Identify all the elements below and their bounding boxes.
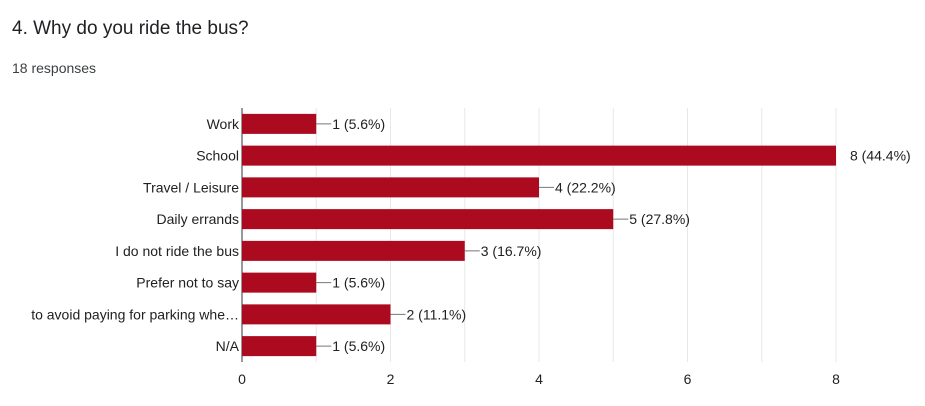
x-tick-label: 4 — [535, 371, 543, 387]
bar — [242, 113, 317, 134]
response-count: 18 responses — [12, 60, 97, 76]
category-label: Prefer not to say — [136, 275, 239, 291]
data-label: 5 (27.8%) — [629, 211, 690, 227]
bar — [242, 177, 539, 198]
data-label: 1 (5.6%) — [332, 338, 385, 354]
category-label: I do not ride the bus — [115, 243, 239, 259]
data-label: 3 (16.7%) — [481, 243, 542, 259]
category-label: N/A — [216, 338, 240, 354]
bar — [242, 336, 317, 357]
bar — [242, 272, 317, 293]
x-tick-label: 2 — [387, 371, 395, 387]
bar — [242, 304, 391, 325]
x-tick-label: 8 — [832, 371, 840, 387]
data-label: 4 (22.2%) — [555, 179, 616, 195]
category-label: Work — [207, 116, 240, 132]
data-label: 8 (44.4%) — [850, 148, 911, 164]
category-label: Travel / Leisure — [143, 179, 239, 195]
x-tick-label: 6 — [684, 371, 692, 387]
x-tick-label: 0 — [238, 371, 246, 387]
data-label: 1 (5.6%) — [332, 116, 385, 132]
bar — [242, 240, 465, 261]
question-title: 4. Why do you ride the bus? — [12, 18, 249, 39]
data-label: 1 (5.6%) — [332, 275, 385, 291]
category-label: to avoid paying for parking whe… — [31, 306, 239, 322]
bar — [242, 145, 836, 166]
bar — [242, 209, 614, 230]
category-label: School — [196, 148, 239, 164]
data-label: 2 (11.1%) — [407, 306, 467, 322]
category-label: Daily errands — [157, 211, 239, 227]
